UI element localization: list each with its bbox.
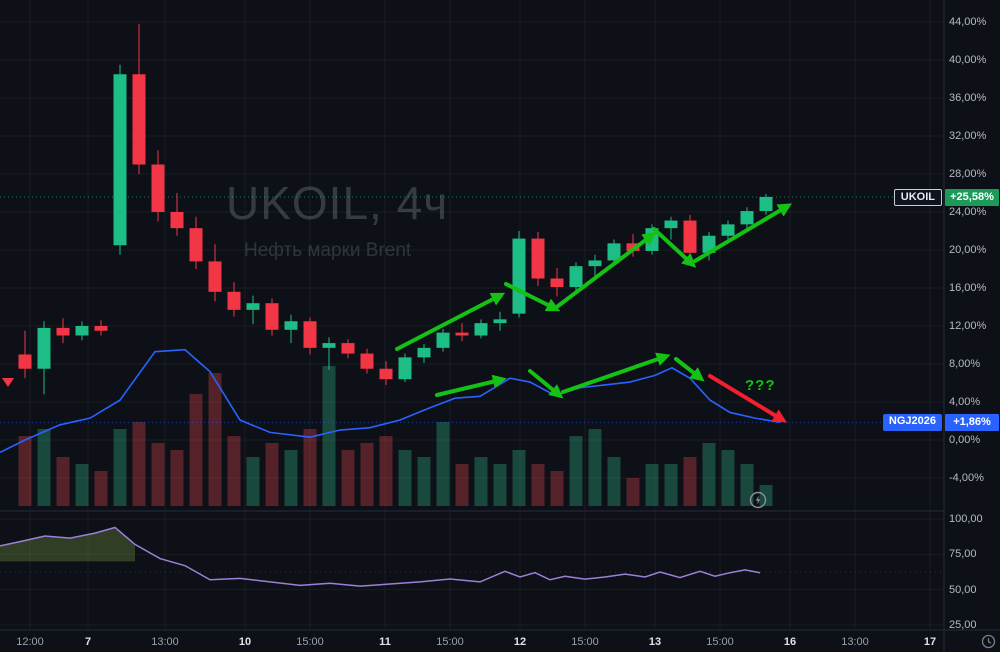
price-axis-label: 0,00% bbox=[949, 434, 981, 446]
price-axis-label: 44,00% bbox=[949, 16, 987, 28]
ukoil-change-badge[interactable]: +25,58% bbox=[945, 189, 999, 206]
lightning-bolt-icon[interactable] bbox=[749, 491, 767, 509]
clock-icon[interactable] bbox=[981, 634, 996, 649]
price-axis-label: 16,00% bbox=[949, 282, 987, 294]
price-axis-label: 32,00% bbox=[949, 130, 987, 142]
price-axis-label: 24,00% bbox=[949, 206, 987, 218]
price-axis-label: 20,00% bbox=[949, 244, 987, 256]
ngj2026-symbol-label[interactable]: NGJ2026 bbox=[882, 414, 942, 431]
time-axis-label: 13:00 bbox=[841, 636, 869, 648]
time-axis-label: 16 bbox=[783, 636, 797, 648]
indicator-axis-label: 25,00 bbox=[949, 618, 977, 631]
price-line-layer bbox=[0, 196, 944, 423]
question-annotation[interactable]: ??? bbox=[745, 377, 776, 394]
time-axis-label: 15:00 bbox=[706, 636, 734, 648]
candles-layer bbox=[18, 23, 773, 395]
indicator-axis-label: 75,00 bbox=[949, 548, 977, 561]
price-axis-label: 8,00% bbox=[949, 358, 981, 370]
compare-line-ngj2026[interactable] bbox=[0, 348, 781, 454]
grid-layer bbox=[0, 0, 944, 630]
time-scale[interactable]: 12:00 7 13:00 10 15:00 11 15:00 12 15:00 13 15:00 1… bbox=[0, 630, 1000, 652]
time-axis-label: 7 bbox=[84, 636, 92, 648]
time-axis-label: 10 bbox=[238, 636, 252, 648]
ngj2026-change-badge[interactable]: +1,86% bbox=[945, 414, 999, 431]
time-axis-label: 11 bbox=[379, 636, 391, 648]
time-axis-label: 12:00 bbox=[16, 636, 44, 648]
time-axis-label: 13 bbox=[648, 636, 662, 648]
trend-arrows-layer[interactable] bbox=[395, 203, 793, 423]
price-axis-label: 36,00% bbox=[949, 92, 987, 104]
time-axis-label: 17 bbox=[923, 636, 937, 648]
sell-marker-icon bbox=[2, 378, 14, 387]
oscillator-layer bbox=[0, 526, 944, 587]
price-axis-label: 12,00% bbox=[949, 320, 987, 332]
price-axis-label: 28,00% bbox=[949, 168, 987, 180]
indicator-axis-label: 50,00 bbox=[949, 583, 977, 596]
ngj2026-series-badge[interactable]: NGJ2026 bbox=[882, 414, 942, 431]
time-axis-label: 15:00 bbox=[571, 636, 599, 648]
ukoil-series-badge[interactable]: UKOIL bbox=[893, 189, 942, 206]
time-axis-label: 15:00 bbox=[296, 636, 324, 648]
indicator-axis-label: 100,00 bbox=[949, 513, 983, 525]
price-axis-label: 4,00% bbox=[949, 396, 981, 408]
time-axis-label: 12 bbox=[513, 636, 527, 648]
time-axis-label: 15:00 bbox=[436, 636, 464, 648]
volume-layer bbox=[18, 366, 773, 506]
time-axis-label: 13:00 bbox=[151, 636, 179, 648]
price-axis-label: -4,00% bbox=[949, 472, 984, 484]
ukoil-symbol-label[interactable]: UKOIL bbox=[893, 189, 942, 206]
price-axis-label: 40,00% bbox=[949, 54, 987, 66]
